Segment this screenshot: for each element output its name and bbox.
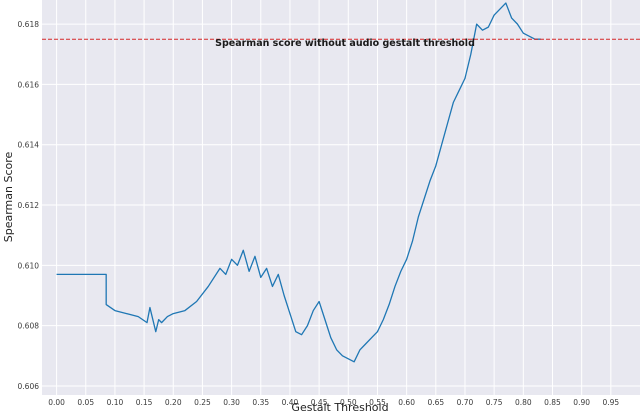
series-line: [56, 2, 541, 363]
x-tick-label: 0.00: [48, 398, 65, 407]
x-tick-label: 0.40: [282, 398, 299, 407]
x-tick-label: 0.50: [340, 398, 357, 407]
y-tick-label: 0.610: [18, 261, 40, 270]
reference-line-label: Spearman score without audio gestalt thr…: [215, 38, 475, 49]
x-tick-label: 0.35: [252, 398, 269, 407]
x-tick-label: 0.20: [165, 398, 182, 407]
x-tick-label: 0.75: [486, 398, 503, 407]
x-tick-label: 0.65: [427, 398, 444, 407]
y-gridlines: [42, 23, 640, 387]
y-axis-title: Spearman Score: [2, 152, 15, 243]
x-tick-label: 0.30: [223, 398, 240, 407]
y-tick-label: 0.616: [18, 80, 40, 89]
x-axis-title: Gestalt Threshold: [291, 401, 388, 413]
x-tick-label: 0.95: [602, 398, 619, 407]
y-tick-label: 0.606: [18, 382, 40, 391]
y-tick-labels: 0.606 0.608 0.610 0.612 0.614 0.616 0.618: [18, 20, 40, 391]
x-tick-label: 0.90: [573, 398, 590, 407]
x-tick-label: 0.80: [515, 398, 532, 407]
x-tick-label: 0.15: [136, 398, 153, 407]
x-tick-label: 0.45: [311, 398, 328, 407]
series-layer: [56, 2, 541, 363]
x-tick-label: 0.60: [398, 398, 415, 407]
y-tick-label: 0.612: [18, 201, 40, 210]
x-tick-labels: 0.00 0.05 0.10 0.15 0.20 0.25 0.30 0.35 0.40 0.45…: [48, 398, 619, 407]
x-tick-label: 0.25: [194, 398, 211, 407]
x-tick-label: 0.70: [457, 398, 474, 407]
x-tick-label: 0.85: [544, 398, 561, 407]
y-tick-label: 0.614: [18, 141, 40, 150]
x-tick-label: 0.05: [77, 398, 94, 407]
y-tick-label: 0.608: [18, 322, 40, 331]
x-gridlines: [56, 0, 612, 395]
x-tick-label: 0.10: [107, 398, 124, 407]
y-tick-label: 0.618: [18, 20, 40, 29]
x-tick-label: 0.55: [369, 398, 386, 407]
plot-area: [42, 0, 640, 395]
